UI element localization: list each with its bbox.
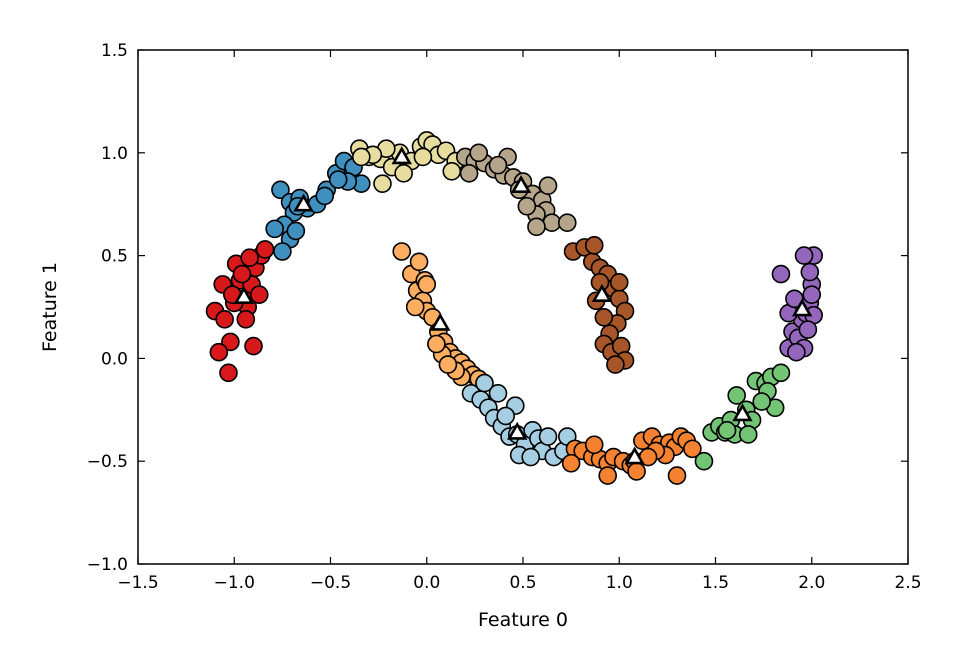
data-point [488,384,508,403]
data-point [209,342,229,362]
centroid-marker [591,284,613,302]
data-point [606,355,625,374]
data-point [717,421,737,440]
data-point [521,447,541,467]
data-point [667,466,687,485]
centroid-marker [233,286,255,305]
data-point [459,164,479,183]
centroid-marker [429,312,451,331]
y-tick-label: 0.0 [101,349,128,369]
y-tick-label: 1.5 [101,41,128,61]
data-point [413,147,433,167]
data-point [694,451,714,471]
centroid-marker [391,146,412,165]
data-point [771,363,791,383]
y-tick-label: 1.0 [101,144,128,164]
data-point [561,453,581,473]
data-point [800,262,820,282]
data-points [205,131,823,485]
data-point [315,186,335,206]
data-point [265,219,284,239]
data-point [609,273,629,292]
data-point [584,236,604,255]
centroid-marker [510,175,532,193]
centroid-marker [624,446,645,465]
centroid-marker [293,193,314,212]
data-point [538,427,558,446]
data-point [392,242,412,261]
data-point [517,196,537,216]
data-point [527,217,546,237]
x-axis-label: Feature 0 [478,609,568,631]
data-point [683,439,702,459]
data-point [221,332,240,352]
data-point [771,264,791,284]
data-point [787,342,806,362]
data-point [538,176,558,195]
data-point [427,334,446,354]
data-point [394,164,413,183]
centroid-marker [506,421,528,440]
y-axis-label: Feature 1 [39,262,61,352]
data-point [244,336,263,356]
x-tick-label: 1.5 [702,573,729,593]
data-point [215,310,234,329]
data-point [240,248,259,267]
data-point [417,275,437,294]
data-point [598,466,618,485]
data-point [594,307,614,327]
x-tick-label: 2.5 [894,573,921,593]
data-point [232,264,252,284]
x-tick-label: −0.5 [310,573,351,593]
y-tick-label: −1.0 [87,555,128,575]
data-point [785,289,804,309]
data-point [286,221,306,241]
data-point [469,143,489,163]
data-point [271,180,290,200]
data-point [557,213,577,233]
data-point [627,462,646,481]
x-tick-label: 2.0 [798,573,825,593]
data-point [488,155,508,175]
data-point [273,242,292,261]
data-point [727,386,746,405]
data-point [219,363,238,383]
x-tick-label: −1.5 [117,573,158,593]
x-tick-label: −1.0 [214,573,255,593]
data-point [249,285,269,304]
data-point [351,147,371,167]
data-point [409,252,429,272]
data-point [752,392,772,411]
data-point [328,170,348,189]
data-point [442,162,462,181]
data-point [373,174,392,193]
data-point [475,373,494,393]
x-tick-label: 0.5 [509,573,536,593]
data-point [255,240,275,259]
data-point [802,285,822,304]
data-point [438,355,458,374]
y-tick-label: −0.5 [87,452,128,472]
data-point [738,425,758,444]
data-point [794,246,814,265]
data-point [584,435,604,455]
x-tick-label: 1.0 [606,573,633,593]
x-tick-label: 0.0 [413,573,440,593]
centroid-marker [732,403,753,422]
plot-frame [137,49,909,565]
y-axis-ticks: −1.0 −0.5 0.0 0.5 1.0 1.5 [87,41,908,575]
data-point [798,320,818,339]
centroid-marker [791,298,813,317]
y-tick-label: 0.5 [101,247,128,267]
data-point [542,213,562,233]
data-point [236,310,256,329]
data-point [496,406,515,426]
data-point [405,297,425,317]
